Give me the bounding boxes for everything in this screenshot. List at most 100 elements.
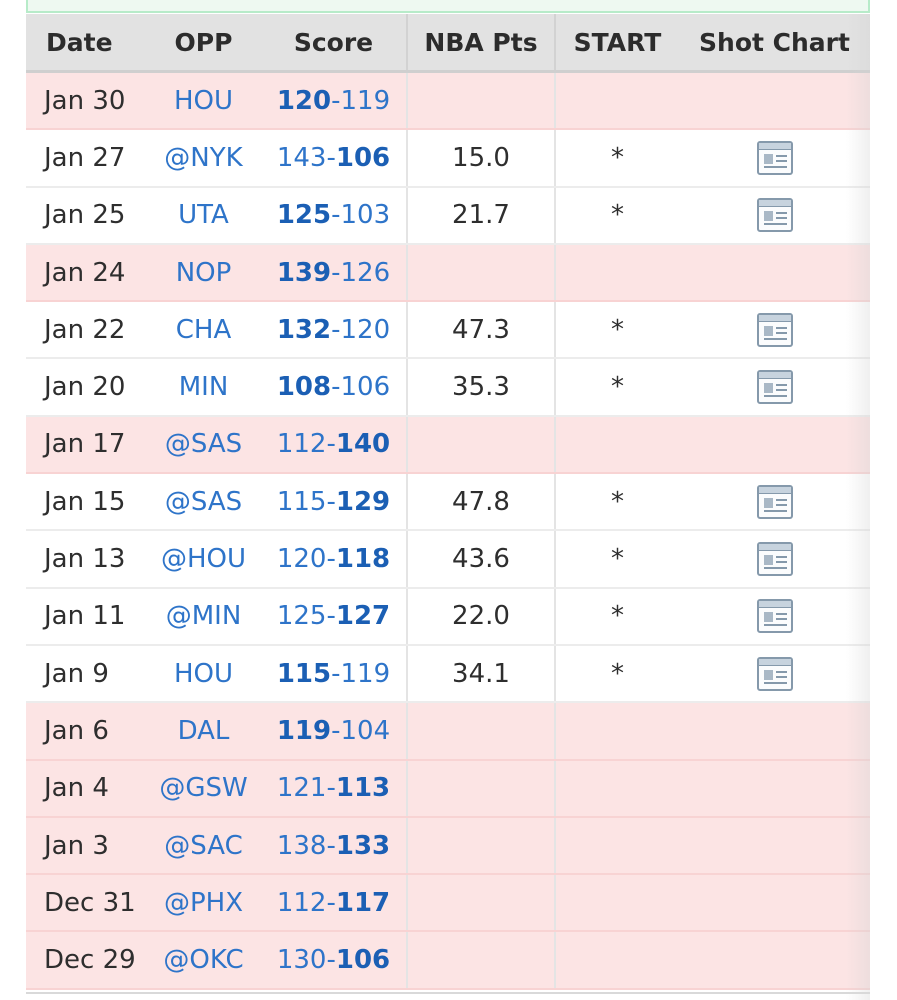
start-marker <box>555 816 679 876</box>
score-first: 132 <box>276 314 332 345</box>
nba-pts-value <box>407 415 556 475</box>
column-header-date[interactable]: Date <box>26 14 146 73</box>
score-link[interactable]: 115-119 <box>277 659 390 689</box>
opponent-cell: NOP <box>146 243 261 303</box>
score-link[interactable]: 143-106 <box>277 143 390 173</box>
score-link[interactable]: 130-106 <box>277 945 390 975</box>
score-cell: 120-119 <box>261 71 408 131</box>
score-link[interactable]: 120-118 <box>277 544 390 574</box>
nba-pts-value <box>407 759 556 818</box>
opponent-link[interactable]: HOU <box>173 658 234 689</box>
column-header-opp[interactable]: OPP <box>146 14 261 73</box>
table-row: Jan 4 @GSW 121-113 <box>26 759 870 818</box>
shot-chart-icon[interactable] <box>756 484 793 519</box>
column-header-shot-chart[interactable]: Shot Chart <box>679 14 870 73</box>
shot-chart-icon[interactable] <box>756 370 793 405</box>
opponent-link[interactable]: MIN <box>178 372 229 403</box>
score-link[interactable]: 121-113 <box>277 773 390 803</box>
icon-part <box>775 159 787 162</box>
start-marker <box>555 415 679 475</box>
nba-pts-value <box>407 931 556 990</box>
opponent-link[interactable]: @GSW <box>159 773 248 804</box>
icon-part <box>775 618 787 621</box>
score-link[interactable]: 120-119 <box>277 86 390 116</box>
score-link[interactable]: 125-103 <box>277 200 390 230</box>
column-header-start[interactable]: START <box>555 14 679 73</box>
icon-part <box>763 223 787 226</box>
opponent-link[interactable]: @PHX <box>163 887 244 918</box>
icon-part <box>775 384 787 387</box>
opponent-link[interactable]: @HOU <box>160 544 247 575</box>
icon-part <box>763 211 773 222</box>
score-link[interactable]: 112-140 <box>277 429 390 459</box>
score-dash: - <box>326 773 336 804</box>
start-marker <box>555 759 679 818</box>
opponent-link[interactable]: UTA <box>178 200 229 231</box>
opponent-link[interactable]: NOP <box>175 257 232 288</box>
start-marker <box>555 243 679 303</box>
shot-chart-cell <box>679 71 870 131</box>
opponent-link[interactable]: @OKC <box>163 945 244 976</box>
column-header-nba-pts[interactable]: NBA Pts <box>407 14 556 73</box>
icon-part <box>763 165 787 168</box>
shot-chart-icon[interactable] <box>756 140 793 175</box>
icon-part <box>775 675 787 678</box>
start-marker: * <box>555 301 679 360</box>
score-cell: 119-104 <box>261 702 408 761</box>
game-date: Jan 4 <box>26 759 146 818</box>
score-link[interactable]: 115-129 <box>277 487 390 517</box>
opponent-cell: MIN <box>146 358 261 417</box>
shot-chart-icon[interactable] <box>756 312 793 347</box>
start-marker: * <box>555 358 679 417</box>
shot-chart-cell <box>679 186 870 245</box>
nba-pts-value: 15.0 <box>407 129 556 188</box>
score-link[interactable]: 112-117 <box>277 888 390 918</box>
score-dash: - <box>331 715 341 746</box>
table-divider <box>26 992 870 994</box>
shot-chart-cell <box>679 129 870 188</box>
top-strip <box>26 0 870 13</box>
nba-pts-value <box>407 816 556 876</box>
game-log-table: Date OPP Score NBA Pts START Shot Chart … <box>26 14 870 990</box>
score-second: 118 <box>335 544 391 575</box>
icon-part <box>763 567 787 570</box>
opponent-link[interactable]: CHA <box>175 314 232 345</box>
score-link[interactable]: 108-106 <box>277 372 390 402</box>
score-link[interactable]: 119-104 <box>277 716 390 746</box>
nba-pts-value <box>407 71 556 131</box>
shot-chart-cell <box>679 243 870 303</box>
start-marker: * <box>555 186 679 245</box>
icon-part <box>775 561 787 564</box>
opponent-link[interactable]: HOU <box>173 85 234 116</box>
start-marker: * <box>555 587 679 646</box>
score-second: 127 <box>335 601 391 632</box>
opponent-link[interactable]: @NYK <box>164 142 243 173</box>
shot-chart-icon[interactable] <box>756 542 793 577</box>
score-link[interactable]: 139-126 <box>277 258 390 288</box>
game-date: Jan 11 <box>26 587 146 646</box>
score-link[interactable]: 138-133 <box>277 831 390 861</box>
score-cell: 132-120 <box>261 301 408 360</box>
table-row: Jan 24 NOP 139-126 <box>26 243 870 303</box>
start-marker <box>555 931 679 990</box>
opponent-link[interactable]: DAL <box>177 715 230 746</box>
opponent-link[interactable]: @SAS <box>164 429 243 460</box>
game-date: Jan 22 <box>26 301 146 360</box>
column-header-score[interactable]: Score <box>261 14 408 73</box>
nba-pts-value <box>407 243 556 303</box>
opponent-link[interactable]: @SAC <box>164 830 243 861</box>
start-marker: * <box>555 473 679 532</box>
shot-chart-icon[interactable] <box>756 198 793 233</box>
score-dash: - <box>326 544 336 575</box>
shot-chart-icon[interactable] <box>756 599 793 634</box>
opponent-link[interactable]: @SAS <box>164 486 243 517</box>
score-link[interactable]: 132-120 <box>277 315 390 345</box>
table-body: Jan 30 HOU 120-119 Jan 27 @NYK 143-106 15.0 * Ja… <box>26 71 870 990</box>
score-first: 112 <box>276 429 327 460</box>
opponent-link[interactable]: @MIN <box>165 601 242 632</box>
icon-part <box>763 153 773 164</box>
shot-chart-cell <box>679 874 870 933</box>
shot-chart-icon[interactable] <box>756 656 793 691</box>
score-link[interactable]: 125-127 <box>277 601 390 631</box>
score-cell: 138-133 <box>261 816 408 876</box>
